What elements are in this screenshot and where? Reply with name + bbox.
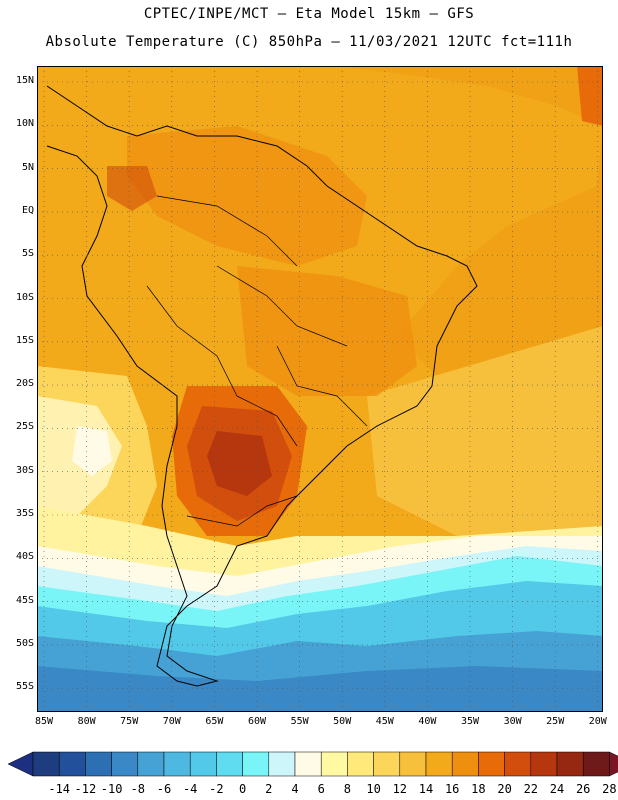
lon-label: 45W (375, 716, 394, 727)
colorbar-swatch (582, 751, 610, 777)
colorbar-tick-label: -12 (74, 782, 97, 796)
colorbar-tick-label: 18 (471, 782, 486, 796)
lat-label: 45S (15, 594, 34, 606)
lat-label: 10S (15, 291, 34, 303)
temperature-map (37, 66, 603, 712)
colorbar-swatch (163, 751, 191, 777)
colorbar-tick-label: -10 (100, 782, 123, 796)
colorbar-swatch (320, 751, 348, 777)
field-hot-orange-north (127, 126, 367, 266)
lon-label: 25W (546, 716, 565, 727)
lat-label: 15S (15, 334, 34, 346)
colorbar-swatch (373, 751, 401, 777)
lat-label: 50S (15, 637, 34, 649)
colorbar-tick-label: 2 (265, 782, 273, 796)
field-band-blue (37, 666, 603, 712)
lat-label: 20S (15, 378, 34, 390)
colorbar-tick-label: 24 (549, 782, 565, 796)
colorbar-tick-label: 4 (291, 782, 299, 796)
lon-label: 80W (77, 716, 96, 727)
lat-label: EQ (21, 204, 34, 216)
colorbar-swatch (347, 751, 374, 777)
colorbar-tick-label: -6 (156, 782, 172, 796)
field-hot-max (207, 431, 272, 496)
chart-title-line1: CPTEC/INPE/MCT — Eta Model 15km — GFS (143, 6, 475, 22)
lon-label: 65W (205, 716, 224, 727)
field-atlantic-cool (367, 326, 603, 536)
colorbar-swatch (85, 751, 112, 777)
field-hot-east (577, 66, 603, 126)
colorbar-tick-label: -4 (182, 782, 198, 796)
colorbar-swatch (58, 751, 86, 777)
colorbar-swatch (268, 751, 296, 777)
coastline-south-america (46, 85, 478, 687)
field-pacific-white (72, 426, 112, 476)
chart-title-line2: Absolute Temperature (C) 850hPa — 11/03/… (45, 34, 573, 50)
colorbar-swatch (530, 751, 558, 777)
colorbar-swatch (425, 751, 453, 777)
colorbar-min-arrow (7, 751, 34, 777)
lat-label: 5S (21, 248, 34, 260)
lon-label: 35W (460, 716, 480, 727)
lon-label: 30W (503, 716, 522, 727)
lon-label: 55W (290, 716, 309, 727)
lat-label: 10N (15, 118, 34, 130)
field-hot-patch-nw (107, 166, 157, 211)
lon-label: 85W (34, 716, 54, 727)
colorbar-tick-label: 22 (523, 782, 539, 796)
lon-label: 75W (120, 716, 139, 727)
colorbar-swatch (294, 751, 322, 777)
colorbar-swatch (451, 751, 479, 777)
lon-label: 20W (588, 716, 607, 727)
colorbar (7, 751, 618, 777)
lat-label: 55S (15, 681, 34, 693)
lon-label: 60W (247, 716, 267, 727)
lat-label: 40S (15, 551, 34, 563)
colorbar-tick-label: 14 (418, 782, 434, 796)
lat-label: 15N (15, 75, 34, 86)
colorbar-swatch (32, 751, 60, 777)
lon-label: 40W (418, 716, 437, 727)
lat-label: 30S (15, 464, 34, 476)
lat-label: 25S (15, 421, 34, 433)
colorbar-swatch (216, 751, 243, 777)
colorbar-swatch (399, 751, 427, 777)
lat-label: 35S (15, 508, 34, 519)
colorbar-swatch (137, 751, 165, 777)
colorbar-tick-label: 10 (366, 782, 381, 796)
colorbar-swatch (478, 751, 505, 777)
colorbar-tick-label: 28 (602, 782, 617, 796)
colorbar-tick-label: 6 (317, 782, 325, 796)
lon-label: 50W (333, 716, 352, 727)
lon-label: 70W (162, 716, 181, 727)
colorbar-tick-label: 26 (575, 782, 591, 796)
colorbar-tick-label: 20 (497, 782, 512, 796)
field-atlantic-warm (37, 66, 603, 396)
colorbar-tick-label: -14 (48, 782, 71, 796)
colorbar-tick-label: 8 (343, 782, 351, 796)
colorbar-tick-label: -2 (209, 782, 224, 796)
colorbar-swatch (556, 751, 584, 777)
colorbar-tick-label: 12 (392, 782, 408, 796)
colorbar-tick-label: -8 (130, 782, 146, 796)
colorbar-swatch (111, 751, 139, 777)
colorbar-swatch (189, 751, 217, 777)
border-lines (146, 195, 368, 527)
colorbar-swatch (504, 751, 532, 777)
colorbar-max-arrow (609, 751, 618, 777)
lat-label: 5N (21, 161, 34, 173)
map-frame (37, 66, 603, 712)
colorbar-swatch (242, 751, 270, 777)
colorbar-tick-label: 16 (444, 782, 460, 796)
colorbar-tick-label: 0 (238, 782, 247, 796)
